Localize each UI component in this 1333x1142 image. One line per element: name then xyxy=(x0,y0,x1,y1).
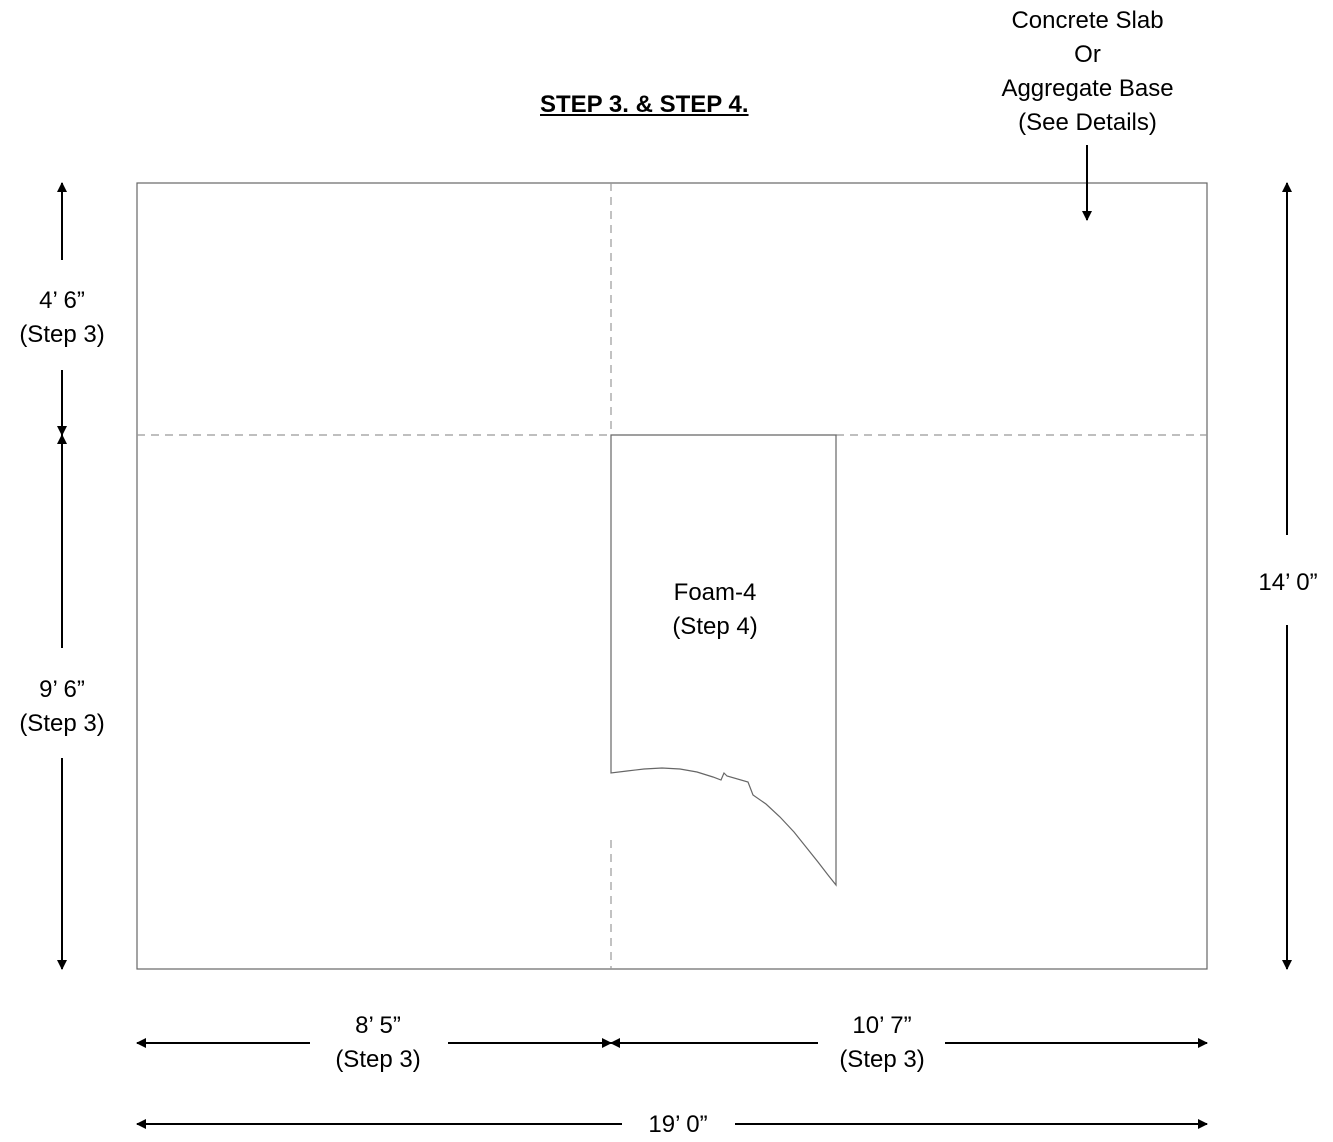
foam-4-step: (Step 4) xyxy=(672,613,758,640)
dim-right-value: 14’ 0” xyxy=(1258,569,1318,596)
callout-line-3: Aggregate Base xyxy=(1001,75,1174,102)
foam-4-region-outline xyxy=(610,434,837,887)
dim-bottom-total-value: 19’ 0” xyxy=(648,1111,708,1138)
callout-line-4: (See Details) xyxy=(1018,109,1157,136)
dim-left-lower-value: 9’ 6” xyxy=(39,676,85,703)
dim-left-upper-value: 4’ 6” xyxy=(39,287,85,314)
slab-outline xyxy=(136,182,1208,970)
dim-left-lower-step: (Step 3) xyxy=(19,710,105,737)
dim-left-upper-step: (Step 3) xyxy=(19,321,105,348)
callout-line-1: Concrete Slab xyxy=(1011,7,1164,34)
dim-bottom-left-label: 8’ 5” (Step 3) xyxy=(318,1009,438,1077)
callout-line-2: Or xyxy=(1074,41,1101,68)
dim-bottom-left-value: 8’ 5” xyxy=(355,1012,401,1039)
dim-right-label: 14’ 0” xyxy=(1248,566,1328,600)
dim-bottom-left-step: (Step 3) xyxy=(335,1046,421,1073)
dim-bottom-right-step: (Step 3) xyxy=(839,1046,925,1073)
dim-bottom-right-label: 10’ 7” (Step 3) xyxy=(822,1009,942,1077)
dim-left-lower-label: 9’ 6” (Step 3) xyxy=(4,673,120,741)
dim-bottom-right-value: 10’ 7” xyxy=(852,1012,912,1039)
callout-label: Concrete Slab Or Aggregate Base (See Det… xyxy=(975,4,1200,140)
dim-left-upper-label: 4’ 6” (Step 3) xyxy=(4,284,120,352)
foam-4-name: Foam-4 xyxy=(673,579,757,606)
page-title: STEP 3. & STEP 4. xyxy=(540,91,749,118)
dim-bottom-total-label: 19’ 0” xyxy=(628,1108,728,1142)
foam-4-label: Foam-4 (Step 4) xyxy=(640,576,790,644)
